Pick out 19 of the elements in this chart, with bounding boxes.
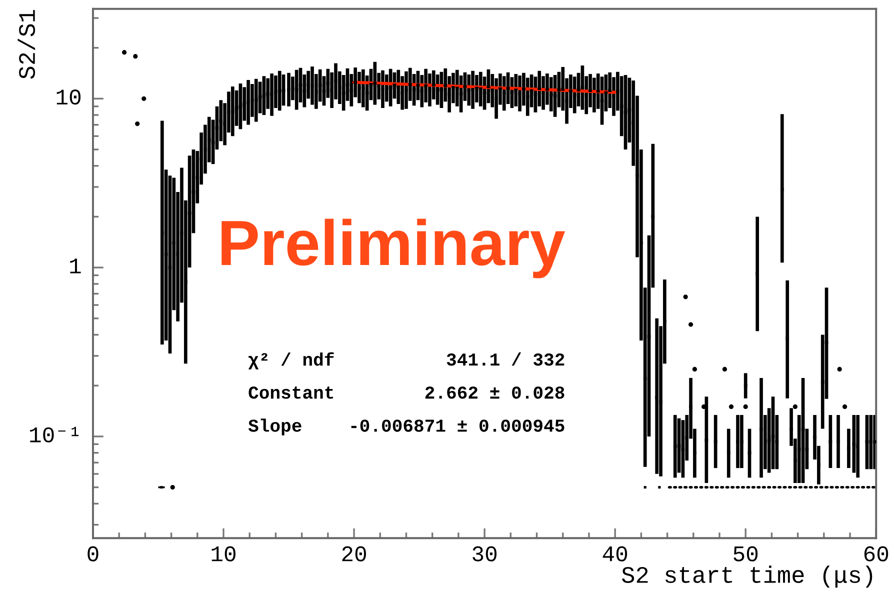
annotation: Preliminary [222, 218, 566, 278]
annotation: Constant [248, 386, 334, 399]
y-tick-label: 10 [56, 90, 80, 105]
x-tick-label: 60 [864, 546, 888, 562]
x-tick-label: 10 [212, 546, 236, 562]
x-tick-label: 0 [88, 546, 98, 562]
annotation: χ² / ndf [248, 352, 334, 370]
x-tick-label: 30 [472, 546, 497, 562]
annotation: 2.662 ± 0.028 [425, 386, 564, 399]
annotation: 341.1 / 332 [446, 352, 564, 366]
y-tick-label: 1 [70, 258, 81, 274]
y-tick-label: 10⁻¹ [30, 426, 79, 442]
annotation: -0.006871 ± 0.000945 [351, 420, 564, 432]
x-tick-label: 50 [734, 546, 758, 562]
annotation: Slope [248, 418, 302, 436]
x-tick-label: 20 [342, 546, 366, 562]
y-axis-title: S2/S1 [18, 10, 36, 79]
x-tick-label: 40 [602, 546, 628, 562]
x-axis-title: S2 start time (μs) [622, 566, 872, 588]
